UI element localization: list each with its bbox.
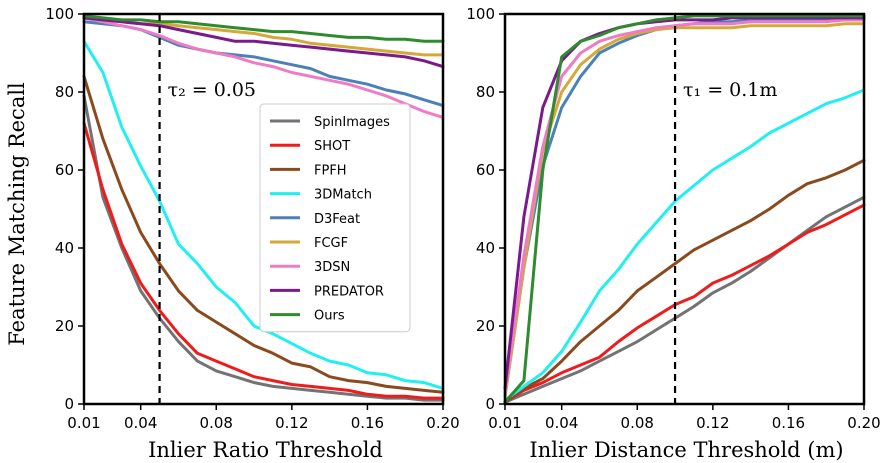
p1-ytick-label: 40 [476, 239, 495, 257]
p0-x-axis-label: Inlier Ratio Threshold [148, 438, 383, 462]
y-axis-label: Feature Matching Recall [5, 82, 29, 346]
p0-series-3dsn [82, 16, 445, 119]
legend-frame [259, 103, 411, 333]
p0-ytick-label: 0 [64, 395, 74, 413]
legend-label-fcgf: FCGF [314, 236, 348, 251]
p0-series-spinimages [82, 94, 445, 402]
p1-ytick-label: 0 [485, 395, 495, 413]
p0-series-ours [82, 14, 445, 43]
legend-label-ours: Ours [314, 309, 345, 324]
legend-label-d3feat: D3Feat [314, 212, 360, 227]
right-panel: τ₁ = 0.1m 0 20 40 60 80 100 0.01 0.04 0.08 0.12 0.1… [466, 5, 880, 462]
p1-xtick-label: 0.12 [696, 414, 729, 432]
p0-xtick-label: 0.20 [426, 414, 459, 432]
p0-ytick-label: 100 [45, 5, 74, 23]
p1-series-3dmatch [503, 88, 866, 402]
p1-xtick-label: 0.20 [847, 414, 880, 432]
p0-ytick-label: 40 [55, 239, 74, 257]
p0-series-fpfh [82, 74, 445, 394]
p0-ytick-label: 20 [55, 317, 74, 335]
p0-xtick-label: 0.12 [275, 414, 308, 432]
p0-xtick-label: 0.16 [351, 414, 384, 432]
p1-series-3dsn [503, 18, 866, 394]
p1-xtick-label: 0.16 [772, 414, 805, 432]
p1-ytick-label: 100 [466, 5, 495, 23]
legend: SpinImages SHOT FPFH 3DMatch D3Feat FCGF 3DSN P… [259, 103, 411, 333]
p1-series-ours [503, 14, 866, 404]
p1-series-fcgf [503, 22, 866, 398]
legend-label-fpfh: FPFH [314, 163, 347, 178]
legend-label-spinimages: SpinImages [314, 115, 390, 130]
legend-label-3dsn: 3DSN [314, 260, 350, 275]
p0-axes-frame [82, 12, 445, 406]
p1-threshold-label: τ₁ = 0.1m [683, 79, 777, 101]
legend-label-3dmatch: 3DMatch [314, 188, 372, 203]
p1-series-fpfh [503, 158, 866, 404]
p1-xtick-label: 0.08 [621, 414, 654, 432]
p0-ytick-label: 80 [55, 83, 74, 101]
p1-series-predator [503, 16, 866, 390]
p0-xtick-label: 0.08 [200, 414, 233, 432]
p0-series-shot [82, 121, 445, 400]
p1-series-shot [503, 203, 866, 404]
p0-ytick-label: 60 [55, 161, 74, 179]
legend-label-shot: SHOT [314, 139, 350, 154]
left-panel: τ₂ = 0.05 0 20 40 60 80 100 0.01 0.04 0.08 0.12 0.1… [45, 5, 459, 462]
p1-xtick-label: 0.01 [488, 414, 521, 432]
p1-ytick-label: 60 [476, 161, 495, 179]
p1-xtick-label: 0.04 [545, 414, 578, 432]
p1-x-axis-label: Inlier Distance Threshold (m) [529, 438, 843, 462]
p1-ytick-label: 80 [476, 83, 495, 101]
p1-ytick-label: 20 [476, 317, 495, 335]
p0-threshold-label: τ₂ = 0.05 [168, 79, 256, 101]
p0-xtick-label: 0.04 [124, 414, 157, 432]
p1-axes-frame [503, 12, 866, 406]
legend-label-predator: PREDATOR [314, 284, 384, 299]
p0-series-predator [82, 16, 445, 69]
p0-xtick-label: 0.01 [67, 414, 100, 432]
